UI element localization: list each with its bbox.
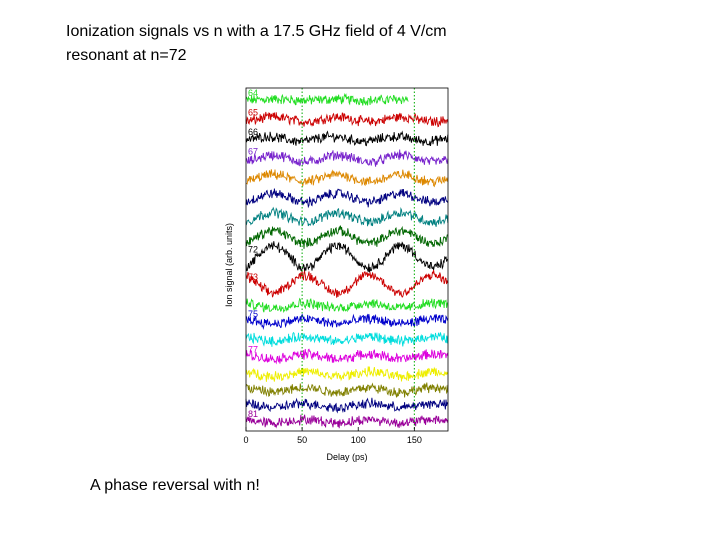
series-label-n66: 66 <box>248 127 258 137</box>
trace-n76 <box>245 331 449 347</box>
trace-n69 <box>245 188 449 209</box>
trace-n64 <box>245 92 409 106</box>
slide-title: Ionization signals vs n with a 17.5 GHz … <box>66 20 586 68</box>
trace-n67 <box>245 149 449 167</box>
x-tick-label-150: 150 <box>407 435 422 445</box>
traces-group <box>245 92 449 429</box>
series-label-n64: 64 <box>248 88 258 98</box>
slide-title-line-2: resonant at n=72 <box>66 47 187 64</box>
trace-n74 <box>245 297 449 313</box>
series-label-n77: 77 <box>248 345 258 355</box>
series-label-n67: 67 <box>248 147 258 157</box>
slide-title-line-1: Ionization signals vs n with a 17.5 GHz … <box>66 23 447 40</box>
trace-n81 <box>245 414 449 429</box>
x-axis-label: Delay (ps) <box>326 452 367 462</box>
y-axis-label: Ion signal (arb. units) <box>224 223 234 307</box>
reference-lines-group <box>301 88 415 431</box>
trace-n65 <box>245 111 449 128</box>
plot-frame <box>245 87 449 432</box>
series-label-n65: 65 <box>248 107 258 117</box>
trace-n78 <box>245 366 449 382</box>
series-label-n72: 72 <box>248 245 258 255</box>
series-label-n73: 73 <box>248 272 258 282</box>
x-tick-label-50: 50 <box>297 435 307 445</box>
trace-n72 <box>245 241 449 273</box>
series-labels-group: 64 65 66 67 72 73 75 77 81 <box>248 88 258 419</box>
x-ticks-group: 0 50 100 150 <box>243 427 422 445</box>
trace-n70 <box>245 206 449 227</box>
trace-n75 <box>245 313 449 330</box>
slide-caption: A phase reversal with n! <box>90 477 260 494</box>
x-tick-label-100: 100 <box>351 435 366 445</box>
x-tick-label-0: 0 <box>243 435 248 445</box>
trace-n80 <box>245 397 449 414</box>
trace-n71 <box>245 225 448 249</box>
trace-n73 <box>245 269 449 298</box>
series-label-n81: 81 <box>248 409 258 419</box>
trace-n66 <box>245 130 449 147</box>
series-label-n75: 75 <box>248 309 258 319</box>
trace-n79 <box>245 382 449 398</box>
trace-n77 <box>245 348 449 365</box>
trace-n68 <box>245 169 449 188</box>
